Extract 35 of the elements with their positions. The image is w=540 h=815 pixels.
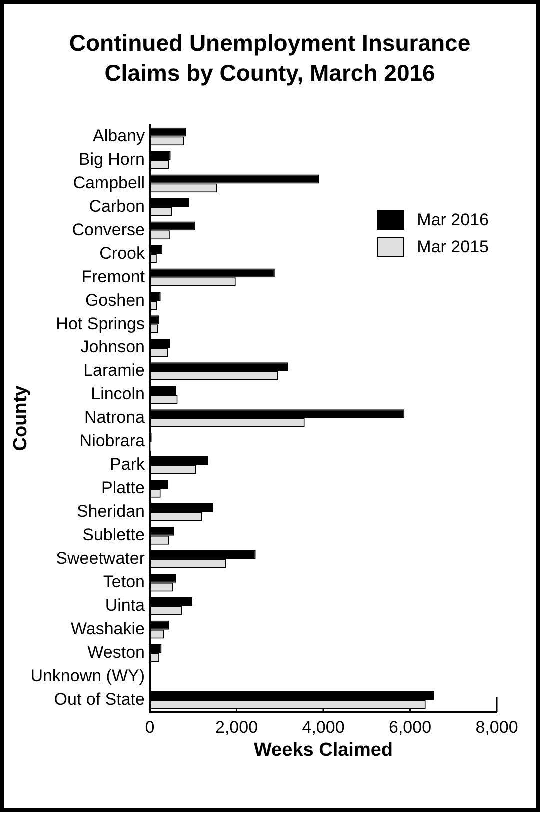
y-tick-label: Albany: [93, 126, 146, 146]
y-tick-label: Out of State: [54, 690, 145, 709]
legend-label: Mar 2015: [417, 238, 490, 257]
chart-title: Continued Unemployment Insurance Claims by County, March 2016: [68, 29, 472, 88]
x-axis-title: Weeks Claimed: [254, 740, 394, 761]
y-tick-label: Weston: [88, 642, 145, 662]
y-tick-label: Converse: [72, 220, 145, 240]
y-tick-label: Hot Springs: [56, 314, 145, 334]
y-tick-label: Platte: [102, 478, 145, 498]
y-tick-label: Teton: [103, 572, 145, 592]
y-tick-label: Lincoln: [91, 384, 145, 404]
x-tick-label: 0: [145, 718, 155, 737]
x-tick-label: 8,000: [476, 718, 518, 737]
y-axis-title: County: [10, 385, 32, 452]
y-tick-label: Niobrara: [80, 432, 146, 451]
legend-label: Mar 2016: [417, 210, 490, 230]
y-tick-label: Johnson: [80, 338, 145, 357]
x-tick-label: 2,000: [215, 718, 258, 737]
y-tick-label: Carbon: [89, 196, 145, 216]
y-tick-label: Big Horn: [78, 150, 145, 169]
y-tick-label: Unknown (WY): [30, 666, 145, 686]
y-tick-label: Fremont: [82, 267, 146, 286]
y-tick-label: Goshen: [85, 290, 145, 310]
y-tick-label: Sweetwater: [56, 549, 146, 568]
x-tick-label: 4,000: [302, 718, 345, 737]
y-tick-label: Laramie: [84, 361, 145, 380]
y-tick-label: Natrona: [84, 408, 146, 428]
y-tick-label: Crook: [100, 244, 146, 263]
y-tick-label: Campbell: [73, 173, 145, 192]
y-tick-label: Park: [110, 455, 146, 474]
y-tick-label: Sheridan: [76, 502, 145, 522]
y-tick-label: Uinta: [105, 596, 146, 616]
x-tick-label: 6,000: [388, 718, 432, 737]
y-tick-label: Sublette: [82, 526, 145, 545]
y-tick-label: Washakie: [70, 620, 145, 639]
